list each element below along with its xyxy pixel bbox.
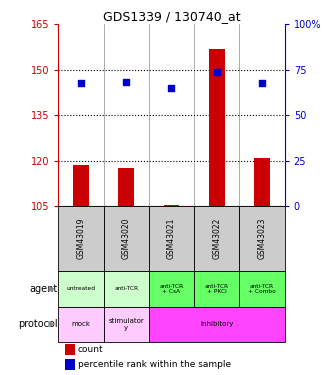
- Text: anti-TCR
+ CsA: anti-TCR + CsA: [160, 284, 183, 294]
- Text: stimulator
y: stimulator y: [108, 318, 144, 331]
- Bar: [239, 206, 285, 272]
- Text: mock: mock: [71, 321, 91, 327]
- Text: GSM43021: GSM43021: [167, 218, 176, 259]
- Text: percentile rank within the sample: percentile rank within the sample: [78, 360, 231, 369]
- Point: [124, 79, 129, 85]
- Bar: [149, 206, 194, 272]
- Bar: [118, 168, 134, 206]
- Text: protocol: protocol: [18, 319, 57, 329]
- Point: [214, 69, 219, 75]
- Text: agent: agent: [29, 284, 57, 294]
- Bar: [73, 165, 89, 206]
- Text: GSM43022: GSM43022: [212, 218, 221, 259]
- Point: [78, 80, 84, 86]
- Bar: [209, 49, 225, 206]
- Text: count: count: [78, 345, 103, 354]
- Bar: [58, 306, 104, 342]
- Bar: [104, 206, 149, 272]
- Bar: [104, 272, 149, 306]
- Bar: [254, 158, 270, 206]
- Point: [169, 85, 174, 91]
- Point: [259, 80, 265, 86]
- Text: anti-TCR: anti-TCR: [114, 286, 138, 291]
- Bar: [194, 272, 239, 306]
- Text: untreated: untreated: [66, 286, 96, 291]
- Bar: [58, 272, 104, 306]
- Bar: [239, 272, 285, 306]
- Bar: [164, 204, 179, 206]
- Text: inhibitory: inhibitory: [200, 321, 233, 327]
- Title: GDS1339 / 130740_at: GDS1339 / 130740_at: [103, 10, 240, 23]
- Bar: [65, 344, 75, 355]
- Bar: [149, 306, 285, 342]
- Text: GSM43020: GSM43020: [122, 218, 131, 259]
- Bar: [58, 206, 104, 272]
- Text: GSM43019: GSM43019: [76, 218, 86, 259]
- Bar: [65, 358, 75, 370]
- Text: GSM43023: GSM43023: [257, 218, 267, 259]
- Bar: [194, 206, 239, 272]
- Text: anti-TCR
+ Combo: anti-TCR + Combo: [248, 284, 276, 294]
- Text: anti-TCR
+ PKCi: anti-TCR + PKCi: [205, 284, 229, 294]
- Bar: [104, 306, 149, 342]
- Bar: [149, 272, 194, 306]
